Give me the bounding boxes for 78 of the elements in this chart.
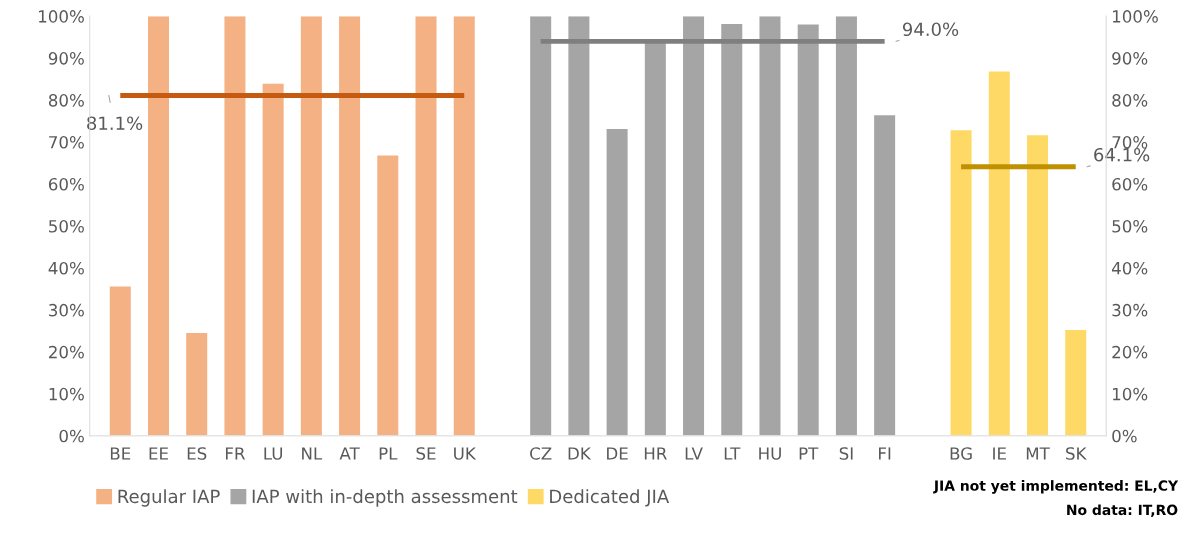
- bar: [683, 16, 705, 436]
- text: JIA not yet implemented: EL,CY: [933, 480, 1179, 494]
- y2-tick-label: 50%: [1112, 219, 1148, 233]
- y2-tick-label: 90%: [1112, 52, 1148, 65]
- y2-tick-label: 0%: [1112, 429, 1137, 443]
- x-tick-label: PL: [379, 447, 398, 460]
- x-tick-label: EE: [149, 447, 168, 460]
- x-tick-label: HR: [644, 447, 667, 460]
- bar: [224, 16, 246, 436]
- x-tick-label: FR: [225, 447, 246, 460]
- y2-tick-label: 60%: [1112, 177, 1148, 191]
- bar: [835, 16, 857, 436]
- bar: [606, 129, 628, 436]
- y2-tick-label: 40%: [1111, 261, 1148, 275]
- y-tick-label: 30%: [49, 303, 84, 317]
- bar: [530, 16, 552, 436]
- y2-tick-label: 70%: [1112, 135, 1148, 149]
- bar: [147, 16, 169, 436]
- bar: [300, 16, 322, 436]
- x-tick-label: UK: [454, 447, 477, 460]
- bar: [988, 71, 1010, 436]
- y-tick-label: 60%: [48, 177, 84, 191]
- x-tick-label: LV: [685, 447, 703, 460]
- bar: [1065, 330, 1087, 436]
- bar: [644, 41, 666, 436]
- x-tick-label: DE: [607, 447, 628, 460]
- y-tick-label: 80%: [48, 94, 84, 107]
- y2-tick-label: 10%: [1112, 387, 1148, 401]
- bar: [377, 155, 399, 436]
- x-tick-label: LT: [724, 447, 741, 460]
- x-tick-label: SK: [1066, 447, 1087, 460]
- y-tick-label: 0%: [59, 429, 84, 443]
- text: No data: IT,RO: [1067, 504, 1178, 517]
- x-tick-label: MT: [1026, 447, 1050, 460]
- y-tick-label: 70%: [49, 135, 84, 149]
- x-tick-label: IE: [993, 447, 1006, 460]
- bar: [339, 16, 361, 436]
- x-tick-label: DK: [568, 447, 592, 460]
- x-tick-label: NL: [302, 447, 323, 460]
- x-tick-label: BE: [110, 447, 131, 460]
- bar: [453, 16, 475, 436]
- x-tick-label: HU: [759, 447, 781, 460]
- x-tick-label: SI: [839, 447, 853, 460]
- y-tick-label: 50%: [49, 219, 84, 233]
- bar: [109, 286, 131, 436]
- x-tick-label: PT: [799, 447, 819, 460]
- bar: [186, 332, 208, 436]
- y2-tick-label: 20%: [1112, 345, 1148, 359]
- bar: [415, 16, 437, 436]
- y2-tick-label: 100%: [1112, 10, 1158, 23]
- data-label: 94.0%: [902, 22, 959, 37]
- x-tick-label: LU: [264, 447, 283, 460]
- y-tick-label: 20%: [49, 345, 84, 359]
- bar: [950, 130, 972, 436]
- bar: [568, 16, 590, 436]
- legend-label: Dedicated JIA: [550, 489, 670, 507]
- y2-tick-label: 80%: [1112, 94, 1148, 107]
- y-tick-label: 100%: [39, 10, 84, 23]
- y-tick-label: 10%: [49, 387, 84, 401]
- y-tick-label: 90%: [48, 52, 84, 65]
- x-tick-label: SE: [416, 447, 436, 460]
- x-tick-label: FI: [879, 447, 891, 460]
- bar: [759, 16, 781, 436]
- x-tick-label: BG: [950, 447, 972, 460]
- bar: [1027, 135, 1049, 436]
- y2-tick-label: 30%: [1112, 303, 1148, 317]
- legend-label: Regular IAP: [118, 489, 220, 507]
- x-tick-label: CZ: [530, 447, 552, 460]
- x-tick-label: ES: [187, 447, 207, 460]
- data-label: 64.1%: [1094, 147, 1150, 162]
- bar: [262, 83, 284, 436]
- bar: [721, 24, 743, 436]
- y-tick-label: 40%: [48, 261, 84, 275]
- bar: [797, 24, 819, 436]
- data-label: 81.1%: [87, 116, 143, 131]
- legend-label: IAP with in-depth assessment: [252, 489, 518, 507]
- bar: [874, 115, 896, 436]
- x-tick-label: AT: [339, 447, 360, 460]
